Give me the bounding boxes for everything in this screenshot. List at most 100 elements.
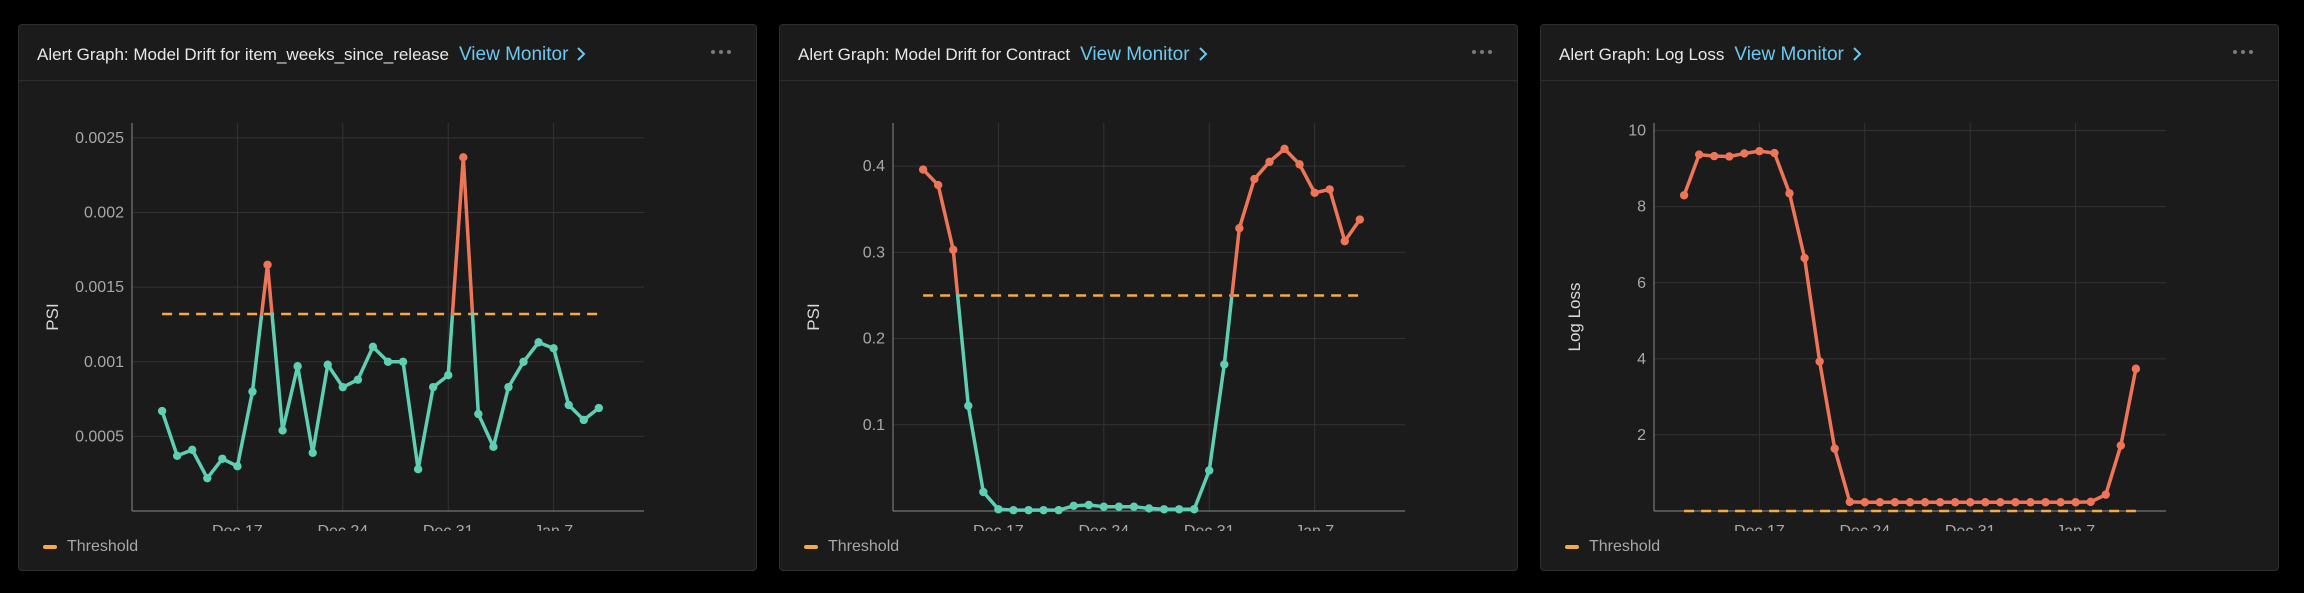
x-tick-label: Dec 24 xyxy=(317,523,368,531)
y-tick-label: 0.001 xyxy=(84,354,124,371)
series-segment xyxy=(506,360,526,389)
data-point xyxy=(1205,466,1214,475)
panel-title: Alert Graph: Log Loss View Monitor xyxy=(1559,44,1864,66)
data-point xyxy=(1114,502,1124,511)
series-segment xyxy=(1207,362,1227,473)
data-point xyxy=(1159,505,1169,514)
view-monitor-link[interactable]: View Monitor xyxy=(1734,44,1863,65)
data-point xyxy=(579,415,588,425)
data-point xyxy=(1694,150,1704,159)
threshold-legend-swatch xyxy=(804,545,818,549)
series-segment xyxy=(470,312,481,416)
data-point xyxy=(2131,364,2141,373)
data-point xyxy=(564,400,573,410)
data-point xyxy=(949,245,958,254)
chart-panel-item-weeks: Alert Graph: Model Drift for item_weeks_… xyxy=(18,24,757,571)
series-segment xyxy=(476,412,496,449)
series-segment xyxy=(2119,366,2138,448)
data-point xyxy=(278,426,287,435)
more-options-icon[interactable] xyxy=(2230,42,2256,62)
x-tick-label: Dec 31 xyxy=(1184,523,1235,531)
data-point xyxy=(323,360,332,369)
panel-title: Alert Graph: Model Drift for Contract Vie… xyxy=(798,44,1210,66)
series-segment xyxy=(1802,256,1822,364)
data-point xyxy=(1069,501,1078,511)
series-segment xyxy=(310,363,330,455)
data-point xyxy=(1340,236,1349,246)
panel-header: Alert Graph: Log Loss View Monitor xyxy=(1541,25,2278,81)
data-point xyxy=(1785,189,1794,198)
chart-legend: Threshold xyxy=(43,537,138,557)
data-point xyxy=(263,260,272,269)
panel-header: Alert Graph: Model Drift for Contract Vie… xyxy=(780,25,1517,81)
y-tick-label: 0.0025 xyxy=(75,130,124,147)
data-point xyxy=(1250,174,1259,184)
data-point xyxy=(1981,498,1990,507)
more-options-icon[interactable] xyxy=(708,42,734,62)
y-tick-label: 0.1 xyxy=(863,417,885,434)
data-point xyxy=(1310,188,1319,198)
data-point xyxy=(444,371,453,380)
view-monitor-label: View Monitor xyxy=(1080,44,1190,65)
data-point xyxy=(1890,498,1900,507)
series-segment xyxy=(551,346,571,407)
view-monitor-link[interactable]: View Monitor xyxy=(459,44,588,65)
series-segment xyxy=(326,363,345,389)
x-tick-label: Jan 7 xyxy=(2056,523,2095,531)
psi-line-chart: 0.1 0.2 0.3 0.4 Dec 17 Dec 24 Dec 31 Jan 7 PSI xyxy=(804,123,1405,531)
data-point xyxy=(1129,502,1139,511)
more-options-icon[interactable] xyxy=(1469,42,1495,62)
panel-title-text: Alert Graph: Log Loss xyxy=(1559,45,1725,64)
y-tick-label: 4 xyxy=(1637,351,1646,368)
series-segment xyxy=(1772,151,1792,196)
view-monitor-link[interactable]: View Monitor xyxy=(1080,44,1209,65)
data-point xyxy=(1355,215,1365,224)
y-tick-label: 0.4 xyxy=(863,158,885,175)
series-segment xyxy=(2104,443,2123,497)
data-point xyxy=(1845,497,1854,507)
series-segment xyxy=(936,183,955,252)
data-point xyxy=(338,382,348,392)
view-monitor-label: View Monitor xyxy=(458,44,569,65)
data-point xyxy=(1815,357,1824,366)
series-segment xyxy=(450,155,466,316)
data-point xyxy=(157,406,167,416)
x-tick-label: Dec 24 xyxy=(1078,523,1129,531)
data-point xyxy=(1099,502,1109,511)
series-segment xyxy=(1237,177,1257,230)
data-point xyxy=(308,448,317,457)
data-point xyxy=(1770,148,1779,158)
y-tick-label: 0.0005 xyxy=(75,428,124,445)
data-point xyxy=(353,375,363,384)
data-point xyxy=(489,442,498,452)
series-segment xyxy=(160,409,179,458)
series-segment xyxy=(1230,226,1242,298)
x-tick-label: Dec 17 xyxy=(1734,523,1785,531)
series-segment xyxy=(491,385,511,449)
data-point xyxy=(1039,505,1048,515)
data-point xyxy=(933,180,943,190)
series-segment xyxy=(446,312,455,377)
chart-panel-log-loss: Alert Graph: Log Loss View Monitor 2 4 6 8 10… xyxy=(1540,24,2279,571)
data-point xyxy=(1325,185,1334,194)
x-tick-label: Dec 31 xyxy=(1945,523,1996,531)
panel-title-text: Alert Graph: Model Drift for Contract xyxy=(798,45,1071,64)
data-point xyxy=(1920,498,1930,507)
series-segment xyxy=(1327,187,1347,243)
data-point xyxy=(428,382,438,392)
data-point xyxy=(1220,360,1229,369)
chart-legend: Threshold xyxy=(1565,537,1660,557)
y-tick-label: 2 xyxy=(1637,427,1646,444)
chevron-right-icon xyxy=(577,47,586,61)
data-point xyxy=(1966,498,1975,507)
chart-panel-contract: Alert Graph: Model Drift for Contract Vie… xyxy=(779,24,1518,571)
chevron-right-icon xyxy=(1853,47,1862,61)
y-axis-label: PSI xyxy=(43,303,62,330)
data-point xyxy=(2101,490,2110,499)
series-segment xyxy=(356,345,375,382)
y-tick-label: 0.2 xyxy=(863,331,885,348)
threshold-legend-label: Threshold xyxy=(1589,538,1661,555)
data-point xyxy=(2086,497,2095,507)
series-segment xyxy=(250,312,264,394)
chart-legend: Threshold xyxy=(804,537,899,557)
